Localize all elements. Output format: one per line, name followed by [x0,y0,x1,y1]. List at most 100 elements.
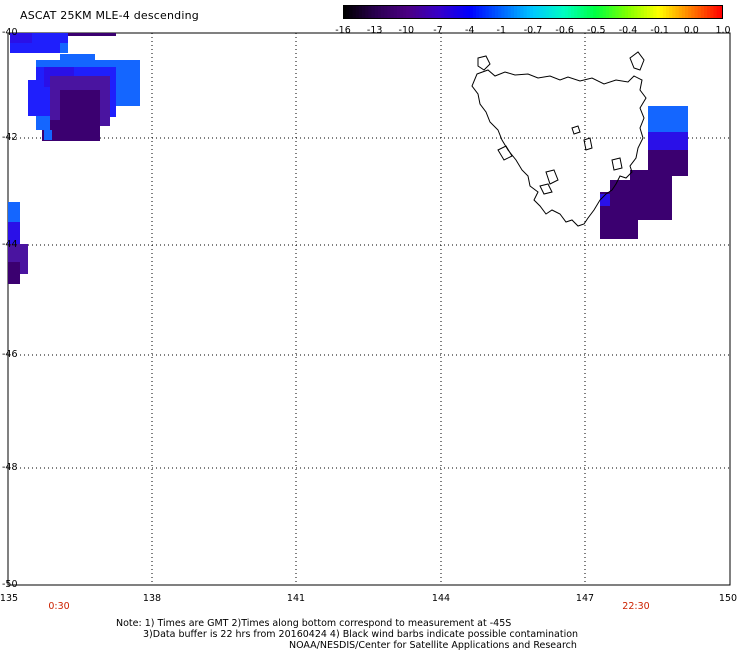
colorbar-segment [552,5,556,19]
colorbar-segment [384,5,388,19]
colorbar-segment [374,5,379,19]
colorbar-segment [666,5,670,19]
colorbar-segment [520,5,525,19]
colorbar-segment [571,5,575,19]
colorbar-segment [491,5,496,19]
colorbar-segment [457,5,461,19]
colorbar-segment [460,5,464,19]
colorbar-segment [362,5,366,19]
colorbar-segment [371,5,376,19]
colorbar-segment [419,5,423,19]
lon-label: 147 [575,593,595,604]
swath-left-edge [8,202,28,284]
colorbar-segment [643,5,648,19]
colorbar-segment [624,5,629,19]
colorbar-segment [412,5,417,19]
colorbar-segment [640,5,645,19]
colorbar-segment [393,5,398,19]
colorbar-tick-label: -10 [398,25,415,36]
colorbar-segment [681,5,686,19]
colorbar-segment [368,5,373,19]
colorbar-segment [609,5,613,19]
colorbar-segment [545,5,550,19]
colorbar-segment [647,5,651,19]
colorbar-segment [428,5,433,19]
colorbar-segment [669,5,673,19]
lon-label: 150 [718,593,738,604]
colorbar-tick-label: -7 [433,25,443,36]
colorbar-segment [523,5,528,19]
colorbar-segment [349,5,354,19]
colorbar-segment [637,5,642,19]
colorbar-segment [539,5,544,19]
colorbar-segment [593,5,597,19]
colorbar-segment [463,5,468,19]
colorbar-segment [422,5,426,19]
colorbar-segment [536,5,540,19]
colorbar-segment [697,5,702,19]
colorbar-segment [707,5,711,19]
colorbar-segment [628,5,632,19]
colorbar-segment [586,5,591,19]
colorbar-segment [469,5,474,19]
plot-frame [7,32,731,586]
swath-right [600,106,688,239]
colorbar-segment [403,5,407,19]
colorbar-segment [343,5,347,19]
colorbar-tick-label: -1 [496,25,507,36]
colorbar-segment [533,5,537,19]
colorbar-segment [504,5,509,19]
colorbar-segment [713,5,718,19]
colorbar-segment [529,5,534,19]
colorbar-segment [396,5,401,19]
colorbar-segment [564,5,569,19]
colorbar-segment [590,5,594,19]
colorbar-segment [425,5,430,19]
colorbar-segment [577,5,582,19]
note-line-2: 3)Data buffer is 22 hrs from 20160424 4)… [143,629,579,640]
colorbar-tick-label: -13 [366,25,383,36]
colorbar-segment [716,5,721,19]
colorbar-segment [377,5,382,19]
lat-label: -46 [2,349,18,360]
time-label: 22:30 [622,601,650,612]
colorbar-segment [691,5,696,19]
colorbar-segment [719,5,723,19]
colorbar-segment [358,5,363,19]
colorbar-segment [365,5,369,19]
colorbar-tick-label: -0.4 [618,25,638,36]
colorbar-segment [548,5,553,19]
colorbar [343,5,723,19]
lat-label: -48 [2,462,18,473]
colorbar-segment [355,5,360,19]
colorbar-segment [542,5,547,19]
colorbar-segment [466,5,471,19]
colorbar-segment [675,5,680,19]
colorbar-segment [685,5,689,19]
colorbar-segment [514,5,518,19]
colorbar-segment [700,5,705,19]
colorbar-tick-label: 0.0 [683,25,699,36]
colorbar-segment [596,5,601,19]
colorbar-segment [605,5,610,19]
colorbar-segment [583,5,588,19]
colorbar-segment [431,5,436,19]
colorbar-segment [482,5,487,19]
colorbar-segment [387,5,392,19]
colorbar-segment [618,5,623,19]
colorbar-tick-label: -4 [464,25,475,36]
colorbar-segment [472,5,477,19]
colorbar-segment [580,5,585,19]
colorbar-segment [555,5,559,19]
colorbar-segment [501,5,506,19]
colorbar-segment [574,5,578,19]
lon-label: 144 [431,593,451,604]
colorbar-tick-label: -16 [335,25,351,36]
colorbar-segment [688,5,692,19]
colorbar-segment [450,5,455,19]
colorbar-tick-label: 1.0 [715,25,731,36]
colorbar-tick-label: -0.1 [650,25,669,36]
colorbar-segment [656,5,661,19]
colorbar-segment [390,5,395,19]
